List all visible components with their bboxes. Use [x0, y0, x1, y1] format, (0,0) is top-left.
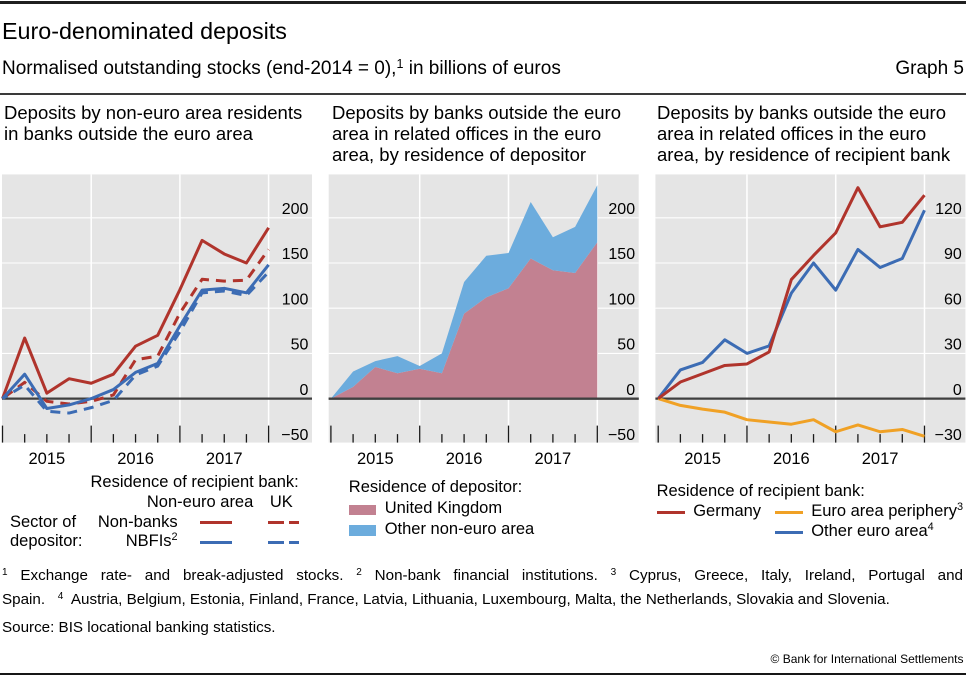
svg-text:100: 100 — [608, 291, 635, 308]
svg-text:200: 200 — [608, 201, 635, 218]
svg-text:150: 150 — [608, 246, 635, 263]
svg-text:−50: −50 — [281, 427, 308, 444]
svg-text:200: 200 — [282, 201, 309, 218]
svg-text:0: 0 — [299, 382, 308, 399]
svg-text:2017: 2017 — [206, 450, 243, 468]
svg-text:30: 30 — [944, 337, 962, 354]
svg-text:120: 120 — [935, 201, 962, 218]
svg-text:2016: 2016 — [117, 450, 154, 468]
svg-text:90: 90 — [944, 246, 962, 263]
svg-text:150: 150 — [282, 246, 309, 263]
svg-text:2016: 2016 — [773, 450, 810, 468]
svg-text:2015: 2015 — [28, 450, 65, 468]
svg-text:2017: 2017 — [535, 450, 572, 468]
svg-text:0: 0 — [626, 382, 635, 399]
svg-text:2017: 2017 — [862, 450, 899, 468]
svg-text:50: 50 — [617, 337, 635, 354]
svg-text:−30: −30 — [935, 427, 962, 444]
svg-text:100: 100 — [282, 291, 309, 308]
svg-text:50: 50 — [291, 337, 309, 354]
svg-text:2015: 2015 — [357, 450, 394, 468]
svg-text:−50: −50 — [608, 427, 635, 444]
svg-text:60: 60 — [944, 291, 962, 308]
svg-text:0: 0 — [953, 382, 962, 399]
svg-text:2015: 2015 — [684, 450, 721, 468]
svg-text:2016: 2016 — [446, 450, 483, 468]
